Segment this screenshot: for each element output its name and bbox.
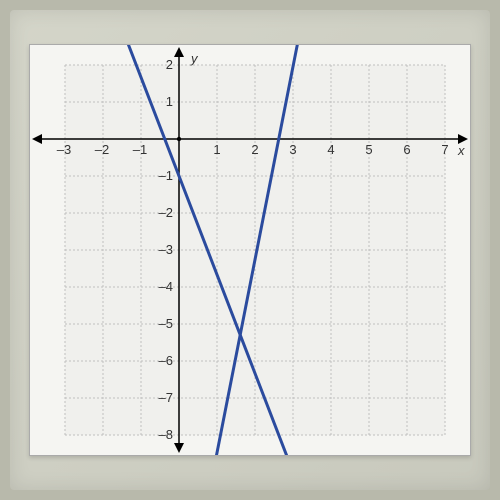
- svg-text:4: 4: [327, 142, 334, 157]
- svg-text:y: y: [190, 51, 199, 66]
- svg-text:x: x: [457, 143, 465, 158]
- intersecting-lines-chart: –3 –2 –1 1 2 3 4 5 6 7 –8 –7 –6 –5 –4 –3 –2 –1 1 2 y x: [30, 45, 470, 455]
- svg-text:–2: –2: [95, 142, 109, 157]
- svg-text:–7: –7: [159, 390, 173, 405]
- svg-text:–4: –4: [159, 279, 173, 294]
- svg-text:–2: –2: [159, 205, 173, 220]
- svg-text:–3: –3: [57, 142, 71, 157]
- svg-text:3: 3: [289, 142, 296, 157]
- svg-text:–3: –3: [159, 242, 173, 257]
- chart-container: –3 –2 –1 1 2 3 4 5 6 7 –8 –7 –6 –5 –4 –3 –2 –1 1 2 y x: [29, 44, 471, 456]
- svg-text:5: 5: [365, 142, 372, 157]
- svg-text:–6: –6: [159, 353, 173, 368]
- svg-text:–8: –8: [159, 427, 173, 442]
- svg-text:–1: –1: [133, 142, 147, 157]
- svg-text:1: 1: [213, 142, 220, 157]
- svg-text:2: 2: [166, 57, 173, 72]
- svg-text:–5: –5: [159, 316, 173, 331]
- svg-text:2: 2: [251, 142, 258, 157]
- svg-text:–1: –1: [159, 168, 173, 183]
- svg-text:1: 1: [166, 94, 173, 109]
- svg-text:6: 6: [403, 142, 410, 157]
- svg-text:7: 7: [441, 142, 448, 157]
- photo-frame: –3 –2 –1 1 2 3 4 5 6 7 –8 –7 –6 –5 –4 –3 –2 –1 1 2 y x: [10, 10, 490, 490]
